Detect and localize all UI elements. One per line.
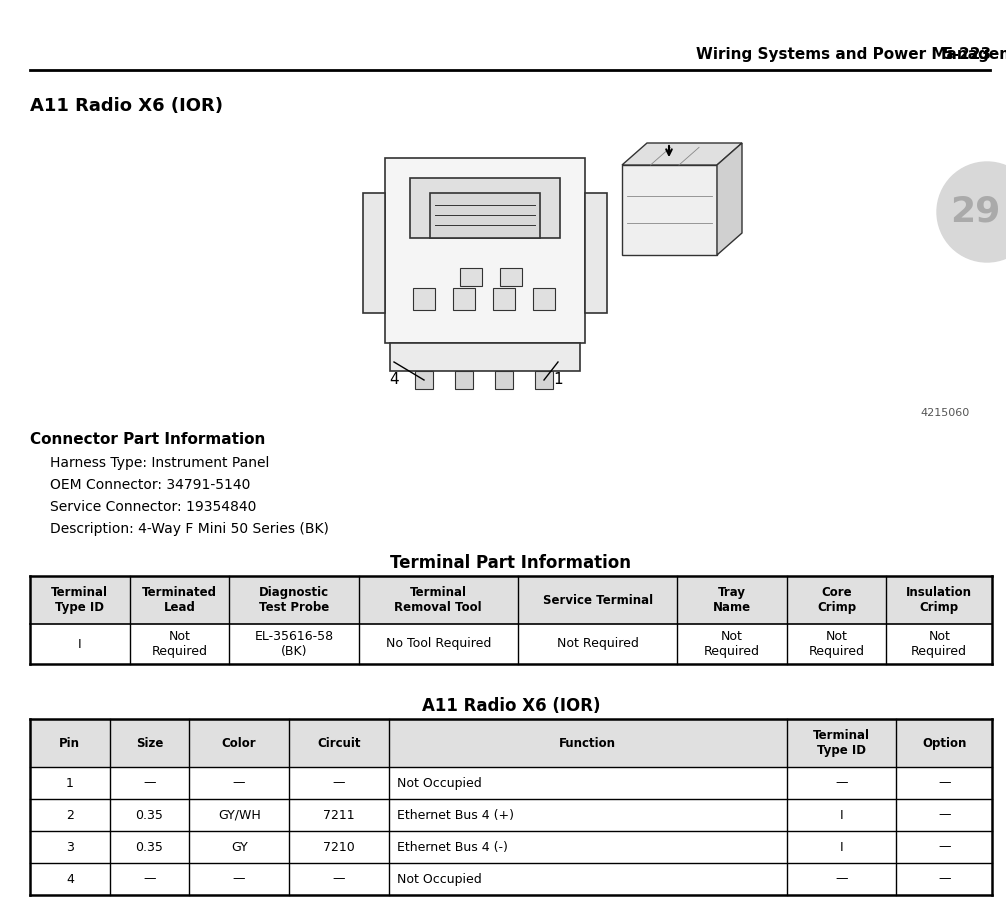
Text: Core
Crimp: Core Crimp (817, 586, 856, 614)
Bar (585, 193, 607, 313)
Bar (493, 288, 515, 310)
Bar (410, 178, 560, 238)
Text: A11 Radio X6 (IOR): A11 Radio X6 (IOR) (30, 97, 223, 115)
Bar (533, 288, 555, 310)
Text: —: — (835, 872, 848, 885)
Bar (385, 158, 585, 343)
Text: Not Occupied: Not Occupied (396, 776, 481, 789)
Text: —: — (835, 776, 848, 789)
Text: 1: 1 (66, 776, 73, 789)
Text: Not
Required: Not Required (151, 630, 207, 658)
Text: 4: 4 (389, 372, 398, 387)
Text: Function: Function (559, 737, 617, 750)
Text: Terminated
Lead: Terminated Lead (142, 586, 217, 614)
Text: —: — (232, 872, 245, 885)
Text: —: — (938, 872, 951, 885)
Text: 4215060: 4215060 (920, 408, 970, 418)
Text: Size: Size (136, 737, 163, 750)
Text: GY/WH: GY/WH (217, 809, 261, 822)
Text: Service Connector: 19354840: Service Connector: 19354840 (50, 500, 257, 514)
Text: —: — (143, 872, 156, 885)
Text: Terminal
Type ID: Terminal Type ID (51, 586, 109, 614)
Text: I: I (78, 637, 81, 651)
Text: Not Required: Not Required (556, 637, 639, 651)
Polygon shape (717, 143, 742, 255)
Text: Ethernet Bus 4 (-): Ethernet Bus 4 (-) (396, 841, 507, 854)
Text: Option: Option (923, 737, 967, 750)
Text: —: — (938, 841, 951, 854)
Text: I: I (840, 809, 843, 822)
Text: —: — (938, 776, 951, 789)
Polygon shape (622, 165, 717, 255)
Text: 4: 4 (66, 872, 73, 885)
Bar (535, 371, 553, 389)
Text: 29: 29 (950, 195, 1000, 229)
Text: Ethernet Bus 4 (+): Ethernet Bus 4 (+) (396, 809, 513, 822)
Bar (455, 371, 473, 389)
Text: 2: 2 (66, 809, 73, 822)
Text: Connector Part Information: Connector Part Information (30, 432, 266, 447)
Text: —: — (232, 776, 245, 789)
Text: 7210: 7210 (323, 841, 354, 854)
Text: Not
Required: Not Required (704, 630, 761, 658)
Bar (495, 371, 513, 389)
Bar (363, 193, 385, 313)
Bar (500, 268, 522, 286)
Circle shape (937, 162, 1006, 262)
Text: Not
Required: Not Required (809, 630, 864, 658)
Text: A11 Radio X6 (IOR): A11 Radio X6 (IOR) (422, 697, 601, 715)
Bar (453, 288, 475, 310)
Text: EL-35616-58
(BK): EL-35616-58 (BK) (255, 630, 333, 658)
Text: 1: 1 (553, 372, 562, 387)
Text: I: I (840, 841, 843, 854)
Text: Description: 4-Way F Mini 50 Series (BK): Description: 4-Way F Mini 50 Series (BK) (50, 522, 329, 536)
Text: Terminal
Removal Tool: Terminal Removal Tool (394, 586, 482, 614)
Text: Color: Color (221, 737, 257, 750)
Polygon shape (622, 143, 742, 165)
Bar (460, 268, 482, 286)
Bar (390, 343, 580, 371)
Text: Tray
Name: Tray Name (713, 586, 751, 614)
Text: Pin: Pin (59, 737, 80, 750)
Text: Insulation
Crimp: Insulation Crimp (906, 586, 972, 614)
Text: Not Occupied: Not Occupied (396, 872, 481, 885)
Text: —: — (332, 776, 345, 789)
Text: 5-223: 5-223 (943, 47, 992, 62)
Text: Circuit: Circuit (317, 737, 360, 750)
Text: Harness Type: Instrument Panel: Harness Type: Instrument Panel (50, 456, 270, 470)
Text: Not
Required: Not Required (911, 630, 967, 658)
Text: Wiring Systems and Power Management: Wiring Systems and Power Management (696, 47, 1006, 62)
Bar (30, 576, 992, 624)
Bar (415, 371, 433, 389)
Text: OEM Connector: 34791-5140: OEM Connector: 34791-5140 (50, 478, 250, 492)
Text: —: — (143, 776, 156, 789)
Text: 7211: 7211 (323, 809, 354, 822)
Text: 0.35: 0.35 (136, 809, 163, 822)
Text: GY: GY (230, 841, 247, 854)
Text: Diagnostic
Test Probe: Diagnostic Test Probe (259, 586, 329, 614)
Text: No Tool Required: No Tool Required (385, 637, 491, 651)
Text: Service Terminal: Service Terminal (542, 594, 653, 607)
Text: Terminal Part Information: Terminal Part Information (390, 554, 632, 572)
Bar (30, 719, 992, 767)
Text: 0.35: 0.35 (136, 841, 163, 854)
Text: —: — (332, 872, 345, 885)
Text: 3: 3 (66, 841, 73, 854)
Text: —: — (938, 809, 951, 822)
Bar (430, 193, 540, 238)
Text: Terminal
Type ID: Terminal Type ID (813, 729, 870, 757)
Bar (413, 288, 435, 310)
